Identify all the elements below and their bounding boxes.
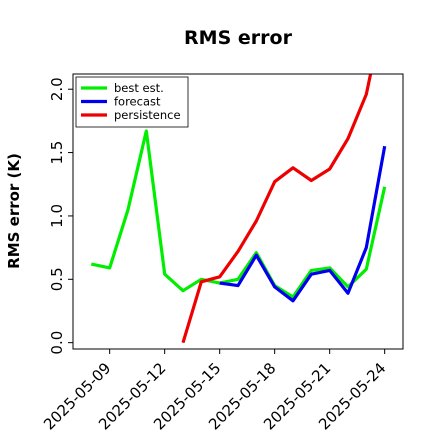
series-line-persistence bbox=[181, 74, 373, 344]
legend-entry: persistence bbox=[114, 108, 181, 122]
series-line-forecast bbox=[219, 145, 387, 303]
chart-title: RMS error bbox=[184, 27, 293, 49]
y-tick-label: 0.0 bbox=[48, 331, 66, 355]
y-tick-label: 0.5 bbox=[48, 267, 66, 291]
y-axis: 0.0 0.5 1.0 1.5 2.0 bbox=[48, 77, 73, 355]
y-tick-label: 1.0 bbox=[48, 204, 66, 228]
y-tick-label: 2.0 bbox=[48, 77, 66, 101]
x-axis: 2025-05-092025-05-122025-05-152025-05-18… bbox=[40, 349, 389, 433]
plot-frame bbox=[72, 73, 404, 350]
y-axis-label: RMS error (K) bbox=[5, 153, 23, 269]
series-line-best-est bbox=[90, 129, 387, 299]
legend-entry: forecast bbox=[114, 95, 161, 109]
y-tick-label: 1.5 bbox=[48, 141, 66, 165]
legend-entry: best est. bbox=[114, 81, 164, 95]
series-layer bbox=[90, 74, 387, 344]
